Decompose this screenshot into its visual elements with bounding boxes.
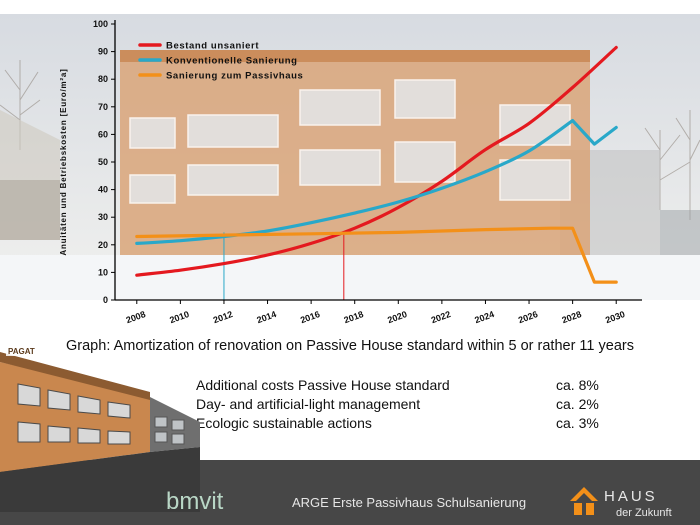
cost-item-value: ca. 2% [556, 396, 599, 412]
passivhaus-sanierung-line [135, 226, 618, 284]
chart-caption: Graph: Amortization of renovation on Pas… [66, 338, 634, 354]
house-roof-icon [570, 487, 598, 501]
building-sign: PAGAT [8, 347, 35, 356]
cost-item-row: Ecologic sustainable actions ca. 3% [196, 415, 616, 433]
building-rendering: PAGAT [0, 346, 200, 512]
cost-item-value: ca. 8% [556, 377, 599, 393]
y-tick-label: 100 [93, 19, 108, 29]
legend-label: Sanierung zum Passivhaus [166, 71, 303, 82]
y-tick-label: 50 [98, 157, 108, 167]
plot-area [135, 45, 618, 300]
x-tick-label: 2028 [560, 309, 582, 325]
cost-item-label: Additional costs Passive House standard [196, 377, 450, 393]
cost-item-row: Day- and artificial-light management ca.… [196, 396, 616, 414]
x-tick-label: 2014 [255, 309, 277, 325]
konventionelle-sanierung-line [135, 119, 618, 245]
x-tick-label: 2026 [517, 309, 539, 325]
y-axis-title: Anuitäten und Betriebskosten [Euro/m²a] [60, 68, 68, 255]
svg-text:bmvit: bmvit [166, 488, 224, 515]
x-tick-label: 2030 [604, 309, 626, 325]
cost-item-row: Additional costs Passive House standard … [196, 377, 616, 395]
x-tick-label: 2018 [343, 309, 365, 325]
footer-title: ARGE Erste Passivhaus Schulsanierung [292, 495, 527, 510]
y-tick-label: 70 [98, 102, 108, 112]
y-tick-label: 60 [98, 129, 108, 139]
x-tick-label: 2020 [386, 309, 408, 325]
legend-label: Bestand unsaniert [166, 41, 259, 52]
y-tick-label: 10 [98, 267, 108, 277]
y-tick-label: 80 [98, 74, 108, 84]
y-tick-label: 30 [98, 212, 108, 222]
x-tick-label: 2016 [299, 309, 321, 325]
y-tick-label: 40 [98, 185, 108, 195]
y-tick-label: 90 [98, 47, 108, 57]
bmvit-logo: bmvit [166, 488, 224, 515]
cost-item-label: Day- and artificial-light management [196, 396, 421, 412]
cost-item-label: Ecologic sustainable actions [196, 415, 372, 431]
haus-der-zukunft-logo: HAUS der Zukunft [570, 487, 672, 519]
svg-text:der Zukunft: der Zukunft [616, 507, 672, 519]
bestand-unsaniert-line [135, 45, 618, 277]
x-tick-label: 2012 [212, 309, 234, 325]
x-tick-label: 2022 [430, 309, 452, 325]
legend-label: Konventionelle Sanierung [166, 56, 298, 67]
cost-item-value: ca. 3% [556, 415, 599, 431]
x-tick-label: 2024 [473, 309, 495, 325]
y-tick-label: 20 [98, 240, 108, 250]
svg-text:HAUS: HAUS [604, 488, 658, 505]
y-tick-label: 0 [103, 295, 108, 305]
chart-legend: Bestand unsaniert Konventionelle Sanierun… [138, 41, 303, 82]
